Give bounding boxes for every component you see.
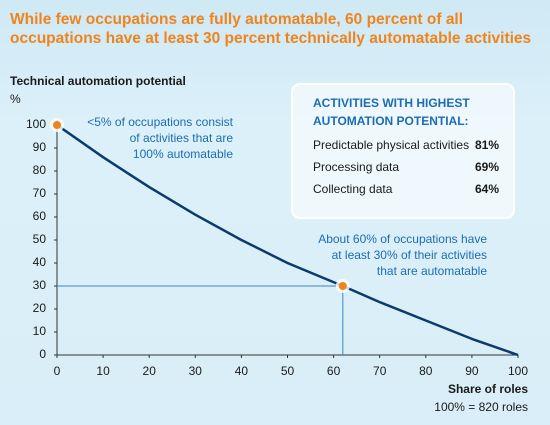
inset-box <box>291 83 515 219</box>
y-tick-label: 10 <box>33 324 47 338</box>
y-axis-unit: % <box>10 92 21 106</box>
inset-label: Processing data <box>313 160 399 174</box>
y-axis-title: Technical automation potential <box>10 74 186 88</box>
x-tick-label: 50 <box>281 364 295 378</box>
x-tick-label: 10 <box>96 364 110 378</box>
highlight-point <box>338 282 347 290</box>
x-tick-label: 20 <box>143 364 157 378</box>
annotation: About 60% of occupations have <box>318 232 487 246</box>
y-tick-label: 30 <box>33 278 47 292</box>
y-tick-label: 0 <box>39 347 46 361</box>
x-tick-label: 0 <box>54 364 61 378</box>
y-tick-label: 80 <box>33 163 47 177</box>
y-tick-label: 20 <box>33 301 47 315</box>
y-tick-label: 50 <box>33 232 47 246</box>
annotation: that are automatable <box>377 264 487 278</box>
x-tick-label: 80 <box>419 364 433 378</box>
inset-label: Predictable physical activities <box>313 138 469 152</box>
x-tick-label: 40 <box>235 364 249 378</box>
y-tick-label: 60 <box>33 209 47 223</box>
inset-title: AUTOMATION POTENTIAL: <box>313 114 469 128</box>
inset-value: 69% <box>475 160 499 174</box>
x-tick-label: 30 <box>189 364 203 378</box>
x-tick-label: 100 <box>508 364 528 378</box>
x-tick-label: 60 <box>327 364 341 378</box>
x-axis-title: Share of roles <box>448 382 528 396</box>
y-tick-label: 40 <box>33 255 47 269</box>
y-tick-label: 70 <box>33 186 47 200</box>
highlight-point <box>53 121 61 129</box>
annotation: <5% of occupations consist <box>87 115 233 129</box>
y-tick-label: 90 <box>33 140 47 154</box>
inset-title: ACTIVITIES WITH HIGHEST <box>313 96 470 110</box>
x-tick-label: 70 <box>373 364 387 378</box>
inset-label: Collecting data <box>313 182 393 196</box>
annotation: of activities that are <box>130 131 234 145</box>
chart-title: While few occupations are fully automata… <box>10 11 532 47</box>
x-axis-subtitle: 100% = 820 roles <box>434 400 528 414</box>
annotation: at least 30% of their activities <box>332 248 487 262</box>
y-tick-label: 100 <box>26 117 46 131</box>
inset-value: 64% <box>475 182 499 196</box>
curve <box>56 123 519 357</box>
annotation: 100% automatable <box>133 147 233 161</box>
x-tick-label: 90 <box>465 364 479 378</box>
inset-value: 81% <box>475 138 499 152</box>
